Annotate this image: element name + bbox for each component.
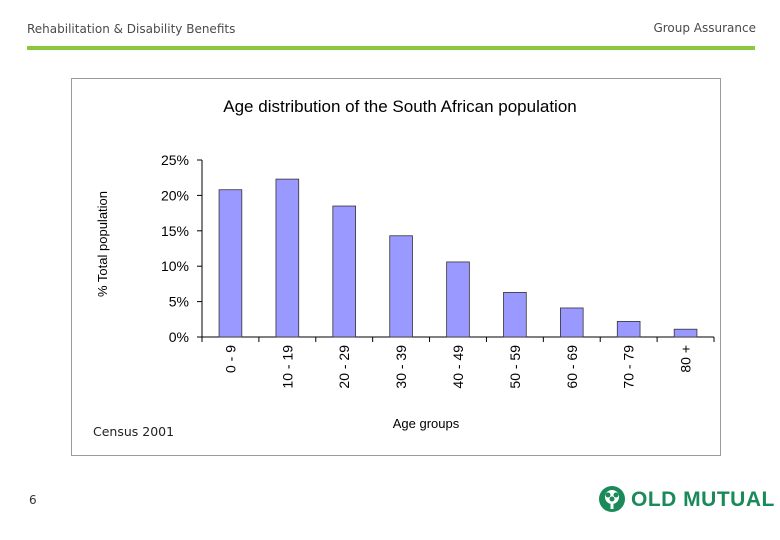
bar	[673, 328, 698, 338]
old-mutual-logo: OLD MUTUAL	[597, 484, 774, 516]
header-divider	[27, 46, 755, 50]
plot-area: 0% 5% 10% 15% 20% 25% 0 - 9 10 - 19 20 - 29 30 - …	[161, 152, 715, 389]
bar	[218, 189, 243, 338]
x-tick-label: 30 - 39	[393, 345, 409, 389]
bar	[503, 291, 527, 338]
bar	[332, 205, 357, 338]
logo-text: OLD MUTUAL	[631, 488, 775, 511]
source-note: Census 2001	[93, 424, 175, 439]
y-tick-label: 10%	[161, 258, 189, 274]
bar	[616, 321, 641, 338]
x-tick-label: 60 - 69	[564, 345, 580, 389]
header-right-title: Group Assurance	[653, 21, 756, 35]
x-tick-label: 70 - 79	[621, 345, 637, 389]
bar	[559, 307, 584, 338]
bar	[389, 235, 413, 338]
y-tick-label: 0%	[169, 329, 189, 345]
page-number: 6	[29, 493, 37, 507]
x-tick-label: 50 - 59	[507, 345, 523, 389]
bar	[446, 261, 470, 338]
x-tick-label: 0 - 9	[222, 345, 238, 373]
x-tick-label: 80 +	[678, 345, 694, 373]
x-tick-label: 40 - 49	[450, 345, 466, 389]
y-tick-label: 25%	[161, 152, 189, 168]
x-tick-label: 10 - 19	[279, 345, 295, 389]
x-axis-label: Age groups	[393, 416, 460, 431]
y-tick-label: 5%	[169, 294, 189, 310]
y-tick-label: 15%	[161, 223, 189, 239]
bar-chart: Age distribution of the South African po…	[95, 97, 715, 431]
tree-logo-icon	[599, 486, 625, 512]
chart-container: Age distribution of the South African po…	[71, 78, 721, 456]
y-axis-label: % Total population	[95, 191, 110, 297]
header-left-title: Rehabilitation & Disability Benefits	[27, 22, 236, 36]
bar	[275, 178, 300, 338]
x-tick-label: 20 - 29	[336, 345, 352, 389]
y-tick-label: 20%	[161, 187, 189, 203]
chart-title: Age distribution of the South African po…	[223, 97, 576, 116]
